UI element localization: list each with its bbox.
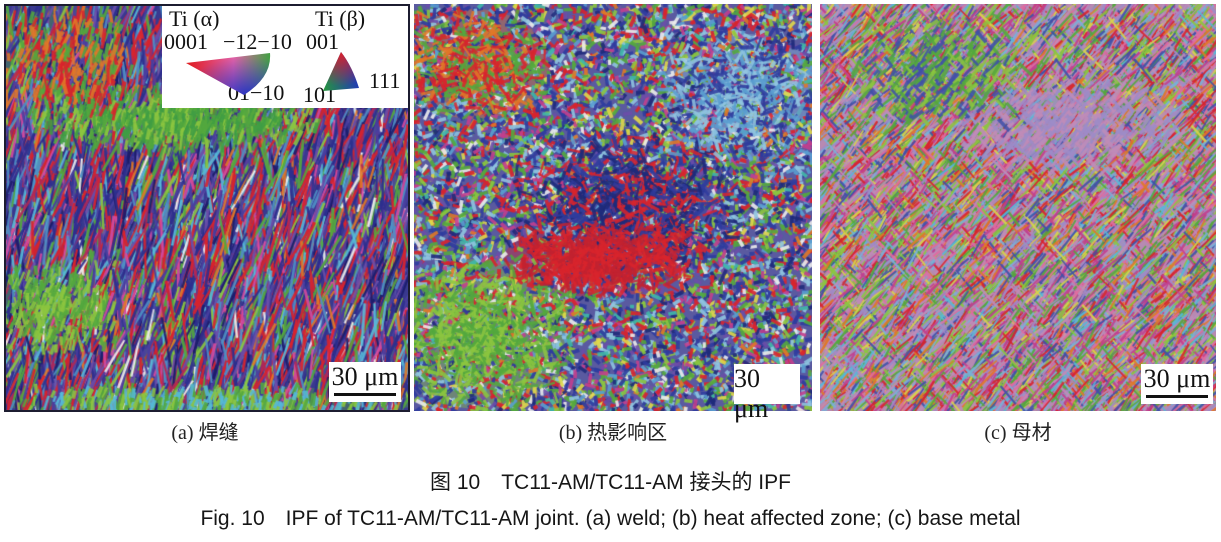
scale-bar-line	[1146, 395, 1208, 398]
figure-caption-chinese: 图 10 TC11-AM/TC11-AM 接头的 IPF	[430, 471, 791, 494]
alpha-ipf-triangle-icon	[186, 53, 271, 95]
alpha-corner-0001: 0001	[164, 29, 208, 54]
scale-bar-label: 30 μm	[734, 364, 769, 423]
panel-a-caption: (a) 焊缝	[171, 422, 239, 444]
panel-b-caption: (b) 热影响区	[558, 422, 668, 444]
scale-bar-weld: 30 μm	[329, 362, 401, 402]
ipf-map-base-metal-image	[820, 4, 1216, 411]
beta-ipf-triangle-icon	[323, 52, 359, 91]
ipf-map-haz: 30 μm	[414, 4, 812, 423]
alpha-key-title: Ti (α)	[169, 6, 220, 31]
figure-caption-english: Fig. 10 IPF of TC11-AM/TC11-AM joint. (a…	[200, 507, 1021, 530]
ipf-map-haz-image	[414, 4, 812, 411]
scale-bar-haz: 30 μm	[734, 364, 800, 423]
beta-corner-111: 111	[369, 68, 401, 93]
panel-c-caption: (c) 母材	[984, 422, 1052, 444]
scale-bar-base-metal: 30 μm	[1141, 364, 1213, 404]
ipf-map-base-metal: 30 μm	[820, 4, 1216, 411]
ipf-map-weld: Ti (α) 0001 −12−10 01−10	[4, 4, 410, 412]
scale-bar-label: 30 μm	[1143, 364, 1211, 393]
scale-bar-line	[334, 393, 396, 396]
scale-bar-label: 30 μm	[331, 362, 399, 391]
beta-key-title: Ti (β)	[315, 6, 366, 31]
alpha-corner--12-10: −12−10	[223, 29, 292, 54]
ipf-color-key: Ti (α) 0001 −12−10 01−10	[162, 6, 408, 108]
beta-corner-001: 001	[306, 29, 339, 54]
